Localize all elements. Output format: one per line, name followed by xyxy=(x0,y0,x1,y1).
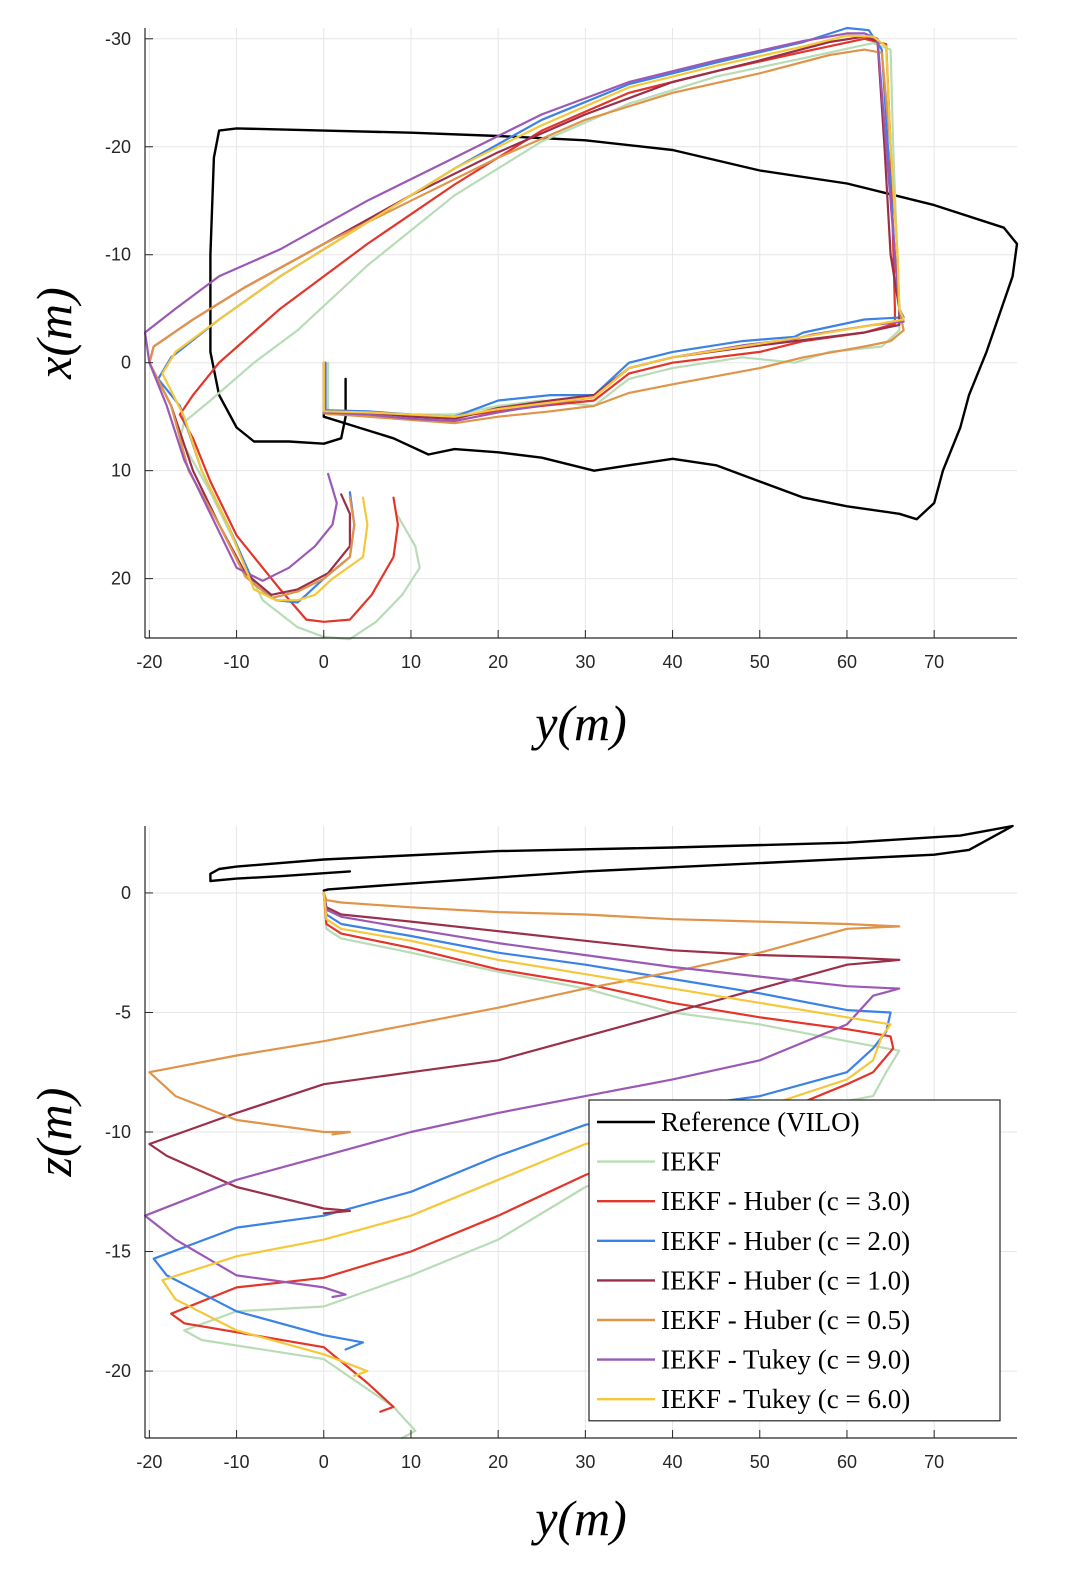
chart2-x-tick-label-4: 20 xyxy=(488,1452,508,1472)
chart2-x-tick-label-1: -10 xyxy=(224,1452,250,1472)
chart2-y-tick-label-2: -10 xyxy=(105,1122,131,1142)
chart2-y-tick-labels: -20 -15 -10 -5 0 xyxy=(105,883,131,1381)
chart2-y-axis-label: z(m) xyxy=(26,1088,82,1178)
chart1-x-tick-label-2: 0 xyxy=(319,652,329,672)
chart1-x-tick-label-4: 20 xyxy=(488,652,508,672)
chart2-series-line-7 xyxy=(161,891,892,1377)
chart2-y-tick-label-3: -5 xyxy=(115,1002,131,1022)
chart2-series-line-3 xyxy=(152,891,892,1351)
legend-entry-6: IEKF - Tukey (c = 9.0) xyxy=(661,1345,910,1375)
legend-entry-4: IEKF - Huber (c = 1.0) xyxy=(661,1265,910,1295)
legend-entry-2: IEKF - Huber (c = 3.0) xyxy=(661,1186,910,1216)
chart2-axes xyxy=(144,826,1017,1439)
chart1-y-tick-label-3: 0 xyxy=(121,353,131,373)
trajectory-xy-chart: -20 -10 0 10 20 30 40 50 60 70 -30 -20 -10 0 10 20 y(m… xyxy=(26,26,1019,751)
chart2-x-tick-label-2: 0 xyxy=(319,1452,329,1472)
chart1-x-tick-label-0: -20 xyxy=(136,652,162,672)
chart1-y-tick-label-4: 10 xyxy=(111,461,131,481)
chart2-x-axis-label: y(m) xyxy=(530,1490,627,1546)
chart1-x-tick-label-7: 50 xyxy=(750,652,770,672)
chart1-x-tick-labels: -20 -10 0 10 20 30 40 50 60 70 xyxy=(136,652,944,672)
chart2-series-line-0 xyxy=(209,824,1014,892)
legend-entry-3: IEKF - Huber (c = 2.0) xyxy=(661,1226,910,1256)
legend-entry-0: Reference (VILO) xyxy=(661,1107,860,1137)
chart2-x-tick-labels: -20 -10 0 10 20 30 40 50 60 70 xyxy=(136,1452,944,1472)
chart2-y-tick-label-4: 0 xyxy=(121,883,131,903)
legend: Reference (VILO) IEKF IEKF - Huber (c = 3.… xyxy=(588,1099,1001,1422)
legend-box xyxy=(588,1099,1001,1422)
chart1-x-tick-label-8: 60 xyxy=(837,652,857,672)
chart2-y-tick-label-0: -20 xyxy=(105,1361,131,1381)
legend-entry-7: IEKF - Tukey (c = 6.0) xyxy=(661,1384,910,1414)
chart1-y-tick-label-0: -30 xyxy=(105,29,131,49)
chart1-series-line-1 xyxy=(178,42,901,641)
chart2-x-tick-label-7: 50 xyxy=(750,1452,770,1472)
chart1-y-axis-label: x(m) xyxy=(26,287,82,380)
chart1-x-tick-label-3: 10 xyxy=(401,652,421,672)
chart2-x-tick-label-8: 60 xyxy=(837,1452,857,1472)
chart1-y-tick-labels: -30 -20 -10 0 10 20 xyxy=(105,29,131,589)
chart1-y-tick-label-5: 20 xyxy=(111,569,131,589)
chart2-x-tick-label-6: 40 xyxy=(663,1452,683,1472)
chart2-x-tick-label-5: 30 xyxy=(575,1452,595,1472)
legend-entry-1: IEKF xyxy=(661,1147,721,1177)
chart1-y-tick-label-2: -10 xyxy=(105,245,131,265)
chart1-axes xyxy=(144,28,1017,639)
chart1-x-axis-label: y(m) xyxy=(530,695,627,751)
chart2-x-tick-label-3: 10 xyxy=(401,1452,421,1472)
chart1-series-line-7 xyxy=(161,34,905,602)
chart1-series-line-5 xyxy=(148,48,905,600)
chart2-y-tick-label-1: -15 xyxy=(105,1242,131,1262)
chart2-series xyxy=(143,824,1014,1440)
chart2-x-tick-label-0: -20 xyxy=(136,1452,162,1472)
trajectory-yz-chart: -20 -10 0 10 20 30 40 50 60 70 -20-15-10-50 y(m) … xyxy=(26,824,1017,1546)
chart1-x-tick-label-5: 30 xyxy=(575,652,595,672)
chart1-series-line-0 xyxy=(209,127,1019,521)
chart1-series xyxy=(143,26,1019,641)
chart2-series-line-6 xyxy=(143,891,901,1299)
legend-entry-5: IEKF - Huber (c = 0.5) xyxy=(661,1305,910,1335)
chart1-y-tick-label-1: -20 xyxy=(105,137,131,157)
chart1-x-tick-label-1: -10 xyxy=(224,652,250,672)
chart2-series-line-4 xyxy=(148,891,901,1215)
chart1-x-tick-label-6: 40 xyxy=(663,652,683,672)
chart2-x-tick-label-9: 70 xyxy=(924,1452,944,1472)
chart2-series-line-5 xyxy=(148,891,901,1136)
chart1-x-tick-label-9: 70 xyxy=(924,652,944,672)
